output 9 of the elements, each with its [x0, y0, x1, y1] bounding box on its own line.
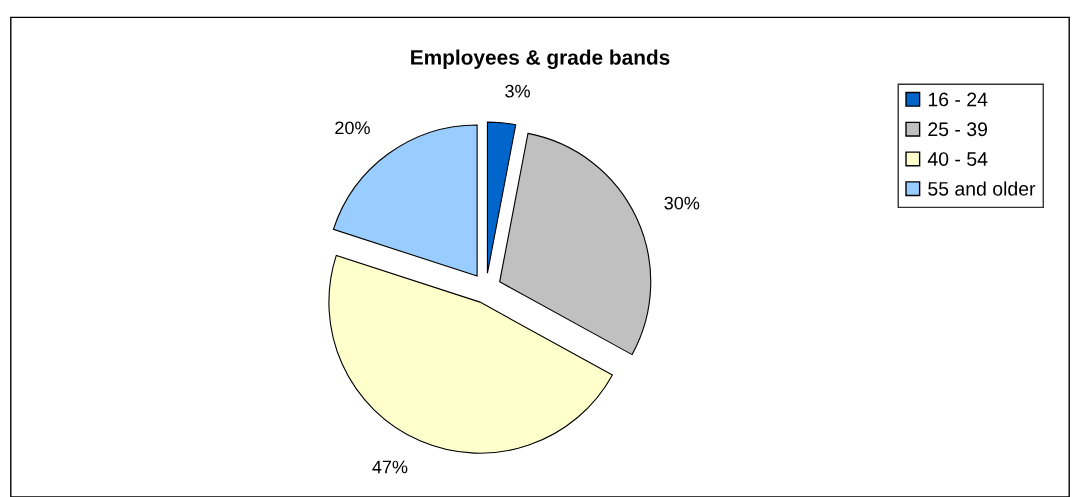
data-label: 20%	[335, 121, 370, 135]
legend-label: 25 - 39	[928, 122, 988, 137]
legend-label: 40 - 54	[927, 152, 988, 166]
data-label: 30%	[664, 196, 700, 210]
legend-label: 55 and older	[928, 181, 1036, 196]
legend-label: 16 - 24	[928, 92, 988, 107]
chart-title: Employees & grade bands	[411, 49, 670, 70]
data-label: 47%	[372, 460, 408, 474]
data-label: 3%	[505, 84, 530, 98]
